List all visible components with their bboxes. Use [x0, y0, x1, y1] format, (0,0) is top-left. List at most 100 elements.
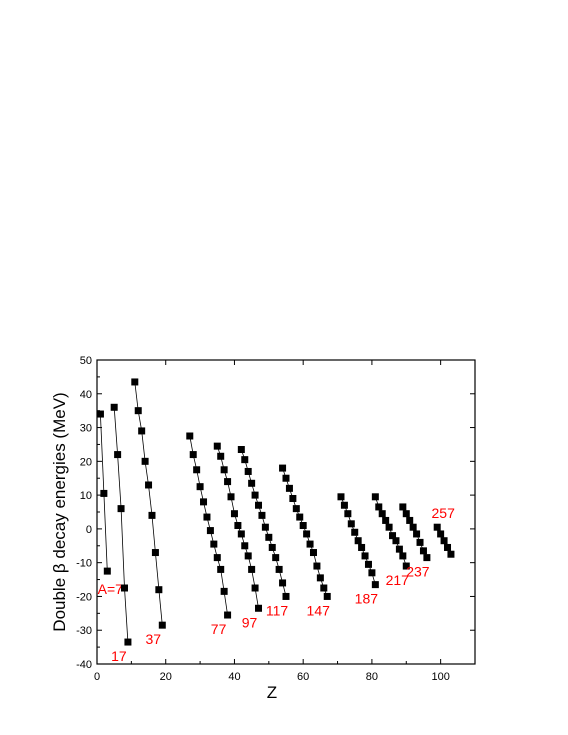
- data-point: [340, 501, 348, 509]
- data-point: [364, 560, 372, 568]
- series-label: 117: [266, 602, 289, 618]
- data-point: [392, 537, 400, 545]
- data-point: [399, 503, 407, 511]
- data-point: [224, 611, 232, 619]
- data-point: [244, 552, 252, 560]
- data-point: [268, 543, 276, 551]
- data-point: [285, 484, 293, 492]
- data-point: [368, 569, 376, 577]
- axis-ticks: 0 20 40 60 80 100 -40 -30 -20 -10 0 10 20 30 40 50: [76, 355, 475, 683]
- data-point: [251, 584, 259, 592]
- x-tick-label: 60: [297, 671, 309, 683]
- data-point: [413, 530, 421, 538]
- data-point: [265, 533, 273, 541]
- series: 17: [110, 403, 132, 664]
- series: 117: [237, 446, 290, 618]
- data-point: [251, 491, 259, 499]
- data-point: [299, 522, 307, 530]
- data-point: [96, 410, 104, 418]
- data-point: [351, 528, 359, 536]
- series: 217: [371, 493, 410, 588]
- series: 147: [279, 464, 331, 618]
- data-point: [241, 456, 249, 464]
- data-point: [217, 452, 225, 460]
- data-point: [230, 510, 238, 518]
- data-point: [224, 478, 232, 486]
- data-point: [382, 516, 390, 524]
- y-tick-label: 0: [86, 524, 92, 536]
- series-label: 187: [355, 591, 379, 607]
- y-tick-label: -40: [76, 659, 92, 671]
- series-label: 147: [307, 602, 331, 618]
- data-point: [145, 481, 153, 489]
- data-point: [258, 511, 266, 519]
- data-point: [354, 537, 362, 545]
- data-point: [148, 511, 156, 519]
- data-point: [440, 537, 448, 545]
- data-point: [409, 523, 417, 531]
- data-point: [337, 493, 345, 501]
- data-point: [296, 513, 304, 521]
- data-point: [189, 451, 197, 459]
- data-point: [220, 587, 228, 595]
- data-point: [303, 530, 311, 538]
- series: 187: [337, 493, 379, 607]
- data-point: [292, 505, 300, 513]
- y-tick-label: 20: [80, 456, 92, 468]
- data-point: [444, 543, 452, 551]
- x-tick-label: 0: [94, 671, 100, 683]
- data-point: [220, 466, 228, 474]
- data-point: [203, 513, 211, 521]
- x-axis-title: Z: [267, 683, 277, 702]
- series-label: 37: [146, 631, 162, 647]
- data-point: [282, 474, 290, 482]
- data-point: [371, 581, 379, 589]
- data-point: [213, 442, 221, 450]
- data-point: [103, 567, 111, 575]
- data-point: [200, 498, 208, 506]
- data-point: [138, 427, 146, 435]
- y-tick-label: -20: [76, 591, 92, 603]
- data-point: [385, 523, 393, 531]
- data-point: [227, 493, 235, 501]
- series-label: 237: [406, 564, 430, 580]
- y-axis-title: Double β decay energies (MeV): [50, 392, 69, 631]
- series: 257: [432, 505, 456, 558]
- data-point: [120, 584, 128, 592]
- data-point: [389, 532, 397, 540]
- data-point: [275, 565, 283, 573]
- data-point: [117, 505, 125, 513]
- data-point: [244, 467, 252, 475]
- data-point: [279, 579, 287, 587]
- series: 77: [186, 432, 232, 637]
- series: A=7: [96, 410, 124, 597]
- data-point: [289, 494, 297, 502]
- data-point: [158, 621, 166, 629]
- x-tick-label: 100: [431, 671, 449, 683]
- data-point: [399, 552, 407, 560]
- series-label: 257: [432, 505, 456, 521]
- y-tick-label: -30: [76, 625, 92, 637]
- data-point: [237, 530, 245, 538]
- data-point: [255, 604, 263, 612]
- y-tick-label: 50: [80, 355, 92, 367]
- data-point: [282, 592, 290, 600]
- y-tick-label: -10: [76, 558, 92, 570]
- data-point: [114, 451, 122, 459]
- y-tick-label: 30: [80, 423, 92, 435]
- data-point: [237, 446, 245, 454]
- data-point: [261, 523, 269, 531]
- data-point: [134, 407, 142, 415]
- data-point: [234, 522, 242, 530]
- series-label: A=7: [98, 581, 124, 597]
- data-point: [248, 565, 256, 573]
- data-point: [196, 483, 204, 491]
- data-point: [406, 516, 414, 524]
- x-tick-label: 80: [366, 671, 378, 683]
- data-point: [100, 489, 108, 497]
- data-point: [437, 530, 445, 538]
- data-point: [416, 538, 424, 546]
- data-point: [141, 457, 149, 465]
